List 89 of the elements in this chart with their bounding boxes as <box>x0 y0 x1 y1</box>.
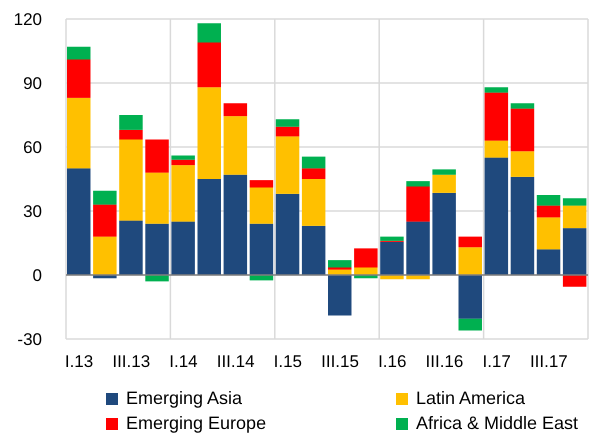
bar <box>145 140 169 173</box>
bar <box>67 60 90 98</box>
bar <box>406 181 430 186</box>
bar <box>406 222 430 275</box>
bar <box>119 140 143 221</box>
legend-label: Africa & Middle East <box>416 413 578 434</box>
bar <box>250 188 274 224</box>
bar <box>380 236 404 241</box>
y-tick-label: 60 <box>23 138 42 158</box>
bar <box>302 168 326 179</box>
bar <box>224 103 248 116</box>
bar <box>93 190 117 205</box>
bar <box>432 174 456 193</box>
bar <box>510 176 534 275</box>
bar <box>406 186 430 222</box>
bar <box>145 172 169 224</box>
bar <box>562 228 586 275</box>
bar <box>276 126 300 136</box>
y-tick-label: 0 <box>32 266 42 286</box>
bar <box>536 206 560 218</box>
x-tick-label: III.13 <box>112 352 150 372</box>
bar <box>432 192 456 275</box>
y-tick-label: 90 <box>23 74 42 94</box>
x-tick-label: I.16 <box>378 352 406 372</box>
bar <box>250 224 274 275</box>
bar <box>93 204 117 237</box>
bar <box>484 92 508 141</box>
bar <box>119 220 143 275</box>
bar <box>562 275 586 287</box>
x-tick-label: I.14 <box>169 352 198 372</box>
bar <box>432 169 456 175</box>
bar <box>380 242 404 275</box>
legend-label: Emerging Europe <box>126 413 266 434</box>
bar <box>510 108 534 152</box>
bar <box>171 165 195 222</box>
x-tick-label: III.17 <box>530 352 568 372</box>
bar <box>276 119 300 127</box>
bar <box>536 195 560 206</box>
bar <box>328 270 352 275</box>
bar <box>484 158 508 275</box>
bar <box>302 156 326 168</box>
bar <box>562 198 586 206</box>
x-tick-label: I.17 <box>482 352 511 372</box>
bar <box>145 224 169 275</box>
bar <box>562 206 586 228</box>
bar <box>354 268 378 275</box>
bar <box>302 179 326 226</box>
bar <box>458 247 482 275</box>
x-tick-label: III.14 <box>216 352 255 372</box>
bar <box>510 103 534 109</box>
bar <box>484 87 508 93</box>
x-tick-label: I.15 <box>274 352 302 372</box>
bar <box>328 260 352 268</box>
y-tick-label: -30 <box>17 330 42 350</box>
bar <box>119 130 143 140</box>
bar <box>198 42 221 88</box>
bar <box>354 248 378 268</box>
x-tick-label: III.16 <box>426 352 464 372</box>
x-tick-label: I.13 <box>64 352 94 372</box>
bar <box>119 115 143 130</box>
legend-label: Latin America <box>416 388 526 409</box>
bar <box>250 180 274 188</box>
bar <box>198 87 221 179</box>
bar <box>458 318 482 330</box>
y-tick-label: 120 <box>14 10 42 30</box>
bar <box>171 160 195 166</box>
bar <box>458 275 482 319</box>
bar <box>198 23 221 42</box>
bar <box>171 156 195 160</box>
bar <box>93 236 117 275</box>
y-tick-label: 30 <box>23 202 42 222</box>
bar <box>302 226 326 275</box>
bar <box>224 174 248 275</box>
legend-label: Emerging Asia <box>126 388 242 409</box>
bar <box>171 222 195 275</box>
bar <box>510 151 534 177</box>
bar <box>198 179 221 275</box>
bar <box>536 249 560 275</box>
bar <box>276 194 300 275</box>
bar <box>224 116 248 175</box>
bar <box>67 168 90 275</box>
bar <box>484 140 508 158</box>
x-tick-label: III.15 <box>321 352 359 372</box>
bar <box>458 236 482 248</box>
bar <box>536 217 560 250</box>
bar <box>328 275 352 316</box>
bar <box>276 136 300 194</box>
bar <box>67 46 90 60</box>
bar <box>67 98 90 168</box>
